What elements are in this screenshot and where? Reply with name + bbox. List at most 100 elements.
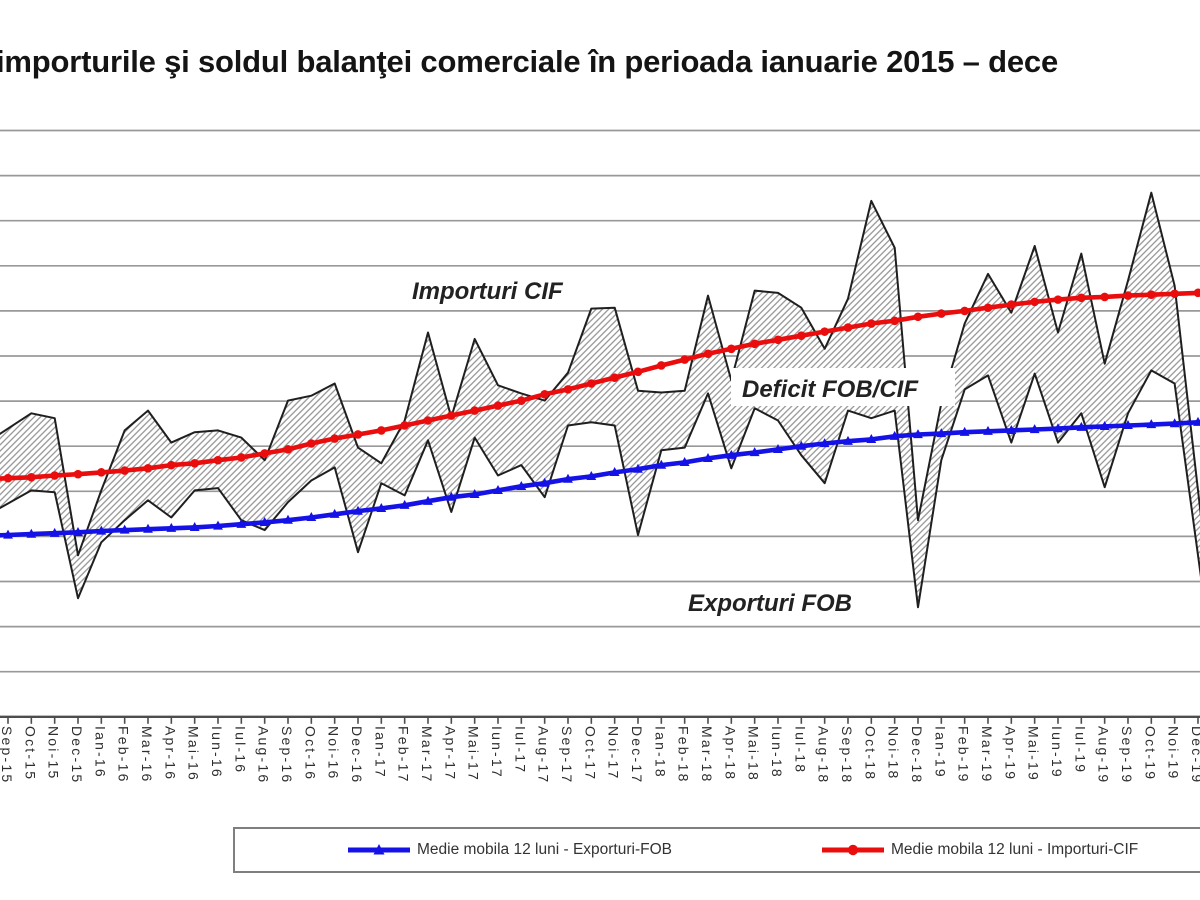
- imports-ma-point: [773, 335, 783, 345]
- imports-ma-point: [727, 344, 736, 354]
- imports-ma-point: [890, 316, 899, 326]
- imports-ma-point: [3, 473, 13, 483]
- x-tick-label: Apr-17: [442, 726, 458, 781]
- imports-ma-point: [353, 430, 363, 439]
- x-tick-label: Mai-19: [1026, 726, 1042, 782]
- imports-ma-line-sample-icon: [822, 844, 884, 856]
- x-tick-label: Noi-17: [606, 726, 622, 780]
- exports-ma-point: [493, 484, 503, 494]
- exports-ma-point: [889, 430, 900, 440]
- exports-ma-point: [843, 435, 853, 445]
- exports-ma-point: [166, 522, 177, 532]
- x-tick-label: Dec-19: [1189, 726, 1200, 784]
- imports-ma-point: [703, 349, 713, 359]
- imports-ma-point: [400, 421, 409, 430]
- x-tick-label: Dec-16: [349, 726, 365, 784]
- imports-ma-point: [680, 355, 689, 364]
- exports-ma-point: [3, 529, 13, 539]
- exports-ma-point: [329, 508, 340, 518]
- exports-ma-point: [609, 466, 620, 476]
- exports-ma-point: [633, 463, 643, 473]
- imports-ma-point: [587, 379, 596, 388]
- imports-ma-point: [960, 306, 969, 316]
- x-tick-label: Iun-19: [1049, 726, 1065, 779]
- imports-ma-point: [563, 385, 573, 394]
- x-tick-label: Oct-15: [22, 726, 38, 781]
- x-tick-label: Oct-16: [302, 726, 318, 781]
- x-tick-label: Iul-18: [792, 726, 808, 774]
- imports-ma-point: [120, 466, 129, 475]
- imports-ma-point: [1007, 300, 1016, 309]
- exports-ma-point: [353, 505, 363, 515]
- exports-ma-point: [26, 528, 37, 538]
- imports-ma-point: [797, 331, 806, 341]
- imports-ma-point: [983, 303, 993, 313]
- imports-ma-point: [1077, 293, 1086, 303]
- x-tick-label: Sep-15: [0, 726, 15, 784]
- exports-ma-point: [376, 503, 387, 513]
- imports-ma-point: [1193, 288, 1200, 298]
- annotation-exporturi-fob: Exporturi FOB: [688, 590, 852, 617]
- exports-ma-point: [773, 443, 783, 453]
- exports-ma-point: [49, 527, 60, 537]
- chart-canvas: Sep-15 Oct-15 Noi-15 Dec-15 Ian-16 Feb-16 Mar-…: [0, 129, 1200, 784]
- x-tick-label: Mai-18: [746, 726, 762, 782]
- x-tick-label: Iun-16: [209, 726, 225, 779]
- imports-ma-point: [493, 401, 503, 410]
- x-tick-label: Oct-19: [1142, 726, 1158, 781]
- imports-ma-point: [937, 309, 946, 318]
- x-tick-label: Iul-19: [1072, 726, 1088, 774]
- imports-ma-point: [73, 469, 83, 479]
- exports-ma-point: [1029, 424, 1040, 434]
- imports-ma-point: [610, 373, 619, 382]
- x-tick-label: Mar-18: [699, 726, 715, 784]
- imports-ma-point: [167, 460, 176, 470]
- x-tick-label: Ian-18: [652, 726, 668, 779]
- exports-ma-point: [866, 434, 877, 444]
- exports-ma-point: [1123, 420, 1133, 430]
- chart-title: importurile şi soldul balanţei comercial…: [0, 44, 1058, 79]
- x-tick-label: Sep-18: [839, 726, 855, 784]
- x-tick-label: Sep-16: [279, 726, 295, 784]
- x-tick-label: Iun-17: [489, 726, 505, 779]
- exports-ma-point: [236, 518, 247, 528]
- exports-ma-point: [796, 440, 807, 450]
- imports-ma-markers: [3, 288, 1200, 483]
- exports-ma-point: [539, 477, 550, 487]
- imports-ma-point: [633, 367, 643, 377]
- exports-ma-point: [119, 524, 130, 534]
- annotation-deficit: Deficit FOB/CIF: [742, 376, 919, 403]
- exports-ma-point: [73, 526, 83, 536]
- legend-label-imports-ma: Medie mobila 12 luni - Importuri-CIF: [891, 841, 1139, 858]
- x-tick-label: Mai-16: [186, 726, 202, 782]
- imports-ma-point: [213, 455, 223, 465]
- x-tick-label: Ian-19: [932, 726, 948, 779]
- imports-ma-point: [1147, 290, 1156, 299]
- x-tick-label: Sep-17: [559, 726, 575, 784]
- gridlines: [0, 129, 1200, 673]
- x-tick-label: Mar-19: [979, 726, 995, 784]
- exports-ma-point: [726, 449, 737, 459]
- x-tick-label: Aug-17: [536, 726, 552, 784]
- imports-ma-point: [820, 327, 829, 336]
- exports-ma-point: [213, 520, 223, 530]
- imports-ma-point: [330, 434, 339, 443]
- x-tick-label: Feb-19: [956, 726, 972, 784]
- x-tick-label: Feb-16: [116, 726, 132, 784]
- exports-ma-point: [656, 459, 667, 469]
- exports-ma-point: [446, 491, 457, 501]
- exports-ma-point: [749, 447, 760, 457]
- exports-ma-point: [1099, 420, 1110, 430]
- exports-ma-point: [306, 512, 317, 522]
- imports-ma-point: [1170, 289, 1179, 299]
- x-tick-label: Mar-17: [419, 726, 435, 784]
- imports-ma-point: [50, 471, 59, 480]
- imports-ma-point: [1123, 291, 1133, 300]
- exports-ma-point: [96, 525, 107, 535]
- imports-ma-point: [750, 339, 759, 349]
- imports-ma-point: [913, 312, 923, 322]
- imports-ma-point: [260, 449, 269, 458]
- legend-item-imports-ma: Medie mobila 12 luni - Importuri-CIF: [821, 829, 1138, 871]
- x-tick-label: Ian-17: [372, 726, 388, 779]
- imports-ma-point: [27, 473, 36, 482]
